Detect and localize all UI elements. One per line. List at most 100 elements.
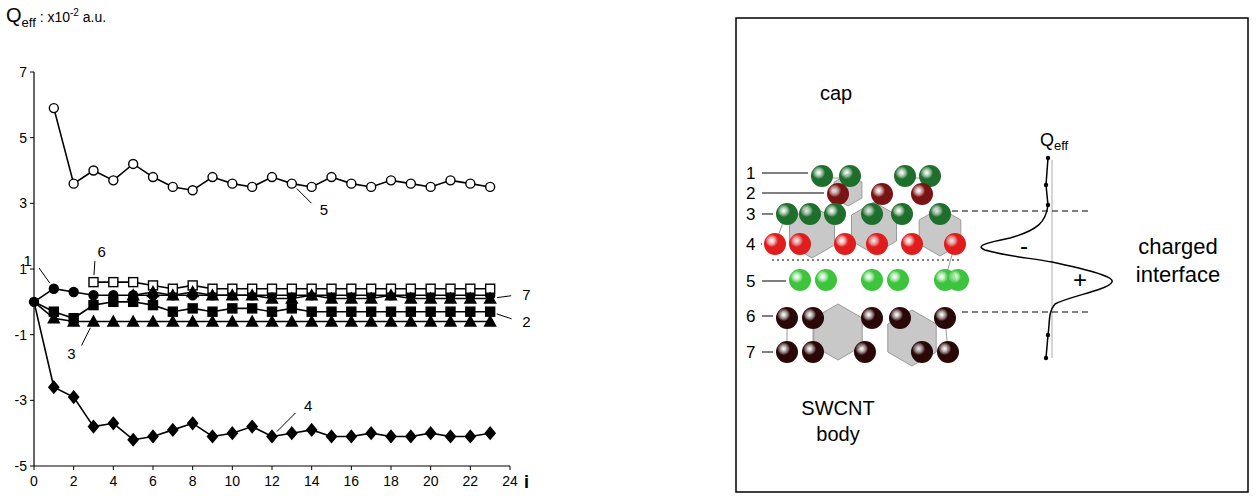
marker <box>267 430 277 442</box>
y-tick-label: -1 <box>15 327 28 343</box>
atom <box>789 233 811 255</box>
marker <box>445 293 456 303</box>
atom <box>834 233 856 255</box>
marker <box>49 284 58 293</box>
atom <box>824 203 846 225</box>
marker <box>68 316 79 326</box>
layer-leader <box>762 352 773 353</box>
series-label: 2 <box>522 313 530 330</box>
marker <box>89 166 98 175</box>
marker <box>109 176 118 185</box>
marker <box>228 304 237 313</box>
layer-leader <box>762 316 773 317</box>
x-tick-label: 2 <box>70 473 78 489</box>
interface-label-line: charged <box>1138 234 1218 259</box>
marker <box>108 417 118 429</box>
boundary-dotted <box>772 259 962 260</box>
marker <box>327 173 336 182</box>
interface-label-line: interface <box>1136 262 1220 287</box>
marker <box>267 293 278 303</box>
x-tick-label: 18 <box>383 473 399 489</box>
marker <box>89 301 98 310</box>
marker <box>485 316 496 326</box>
marker <box>228 179 237 188</box>
y-tick <box>30 203 34 204</box>
marker <box>208 430 218 442</box>
atom <box>802 341 824 363</box>
atom <box>764 233 786 255</box>
marker <box>49 381 59 393</box>
marker <box>89 278 98 287</box>
marker <box>188 417 198 429</box>
marker <box>287 427 297 439</box>
marker <box>149 301 158 310</box>
marker <box>247 421 257 433</box>
atom <box>937 341 959 363</box>
marker <box>366 316 377 326</box>
marker <box>30 297 39 306</box>
marker <box>287 179 296 188</box>
marker <box>208 173 217 182</box>
callout-line <box>277 413 296 432</box>
profile-title-part: eff <box>1054 138 1069 153</box>
marker <box>466 179 475 188</box>
series-line <box>34 302 490 322</box>
x-tick <box>391 466 392 470</box>
marker <box>207 290 218 300</box>
x-tick-label: 0 <box>30 473 38 489</box>
interface-label: charged interface <box>1136 234 1220 287</box>
marker <box>346 316 357 326</box>
profile-dot <box>1044 183 1048 187</box>
y-tick-label: 3 <box>19 195 27 211</box>
callout-line <box>497 314 512 319</box>
marker <box>346 430 356 442</box>
marker <box>248 304 257 313</box>
marker <box>247 316 258 326</box>
y-axis-title: Qeff : x10-2 a.u. <box>6 4 106 30</box>
profile-dot <box>1046 203 1050 207</box>
y-tick <box>30 334 34 335</box>
marker <box>307 424 317 436</box>
y-tick-label: 7 <box>19 64 27 80</box>
marker <box>346 293 357 303</box>
marker <box>386 430 396 442</box>
atom <box>911 183 933 205</box>
x-tick <box>192 466 193 470</box>
atom <box>827 183 849 205</box>
marker <box>287 304 296 313</box>
marker <box>286 316 297 326</box>
atom <box>799 203 821 225</box>
x-tick-label: 24 <box>502 473 518 489</box>
marker <box>129 159 138 168</box>
y-axis-title-part: : x10 <box>36 9 70 25</box>
atom <box>887 269 909 291</box>
marker <box>128 434 138 446</box>
y-axis-title-part: Q <box>6 4 22 26</box>
layer-label: 1 <box>746 164 755 183</box>
marker <box>148 430 158 442</box>
atom <box>934 307 956 329</box>
profile-dot <box>1044 356 1048 360</box>
marker <box>48 313 59 323</box>
atom <box>891 203 913 225</box>
marker <box>149 173 158 182</box>
atom <box>889 307 911 329</box>
series-label: 3 <box>67 345 75 362</box>
marker <box>386 316 397 326</box>
x-tick-label: 22 <box>463 473 479 489</box>
marker <box>465 293 476 303</box>
series-label: 4 <box>304 397 312 414</box>
x-tick <box>153 466 154 470</box>
marker <box>446 176 455 185</box>
series-label: 7 <box>522 286 530 303</box>
plus-sign: + <box>1073 266 1087 293</box>
diagram-frame <box>736 18 1248 492</box>
atom <box>811 165 833 187</box>
layer-label: 2 <box>746 184 755 203</box>
cap-label: cap <box>820 82 852 104</box>
atom <box>802 307 824 329</box>
marker <box>187 316 198 326</box>
x-tick-label: 4 <box>109 473 117 489</box>
layer-leader <box>761 244 762 245</box>
y-tick <box>30 466 34 467</box>
